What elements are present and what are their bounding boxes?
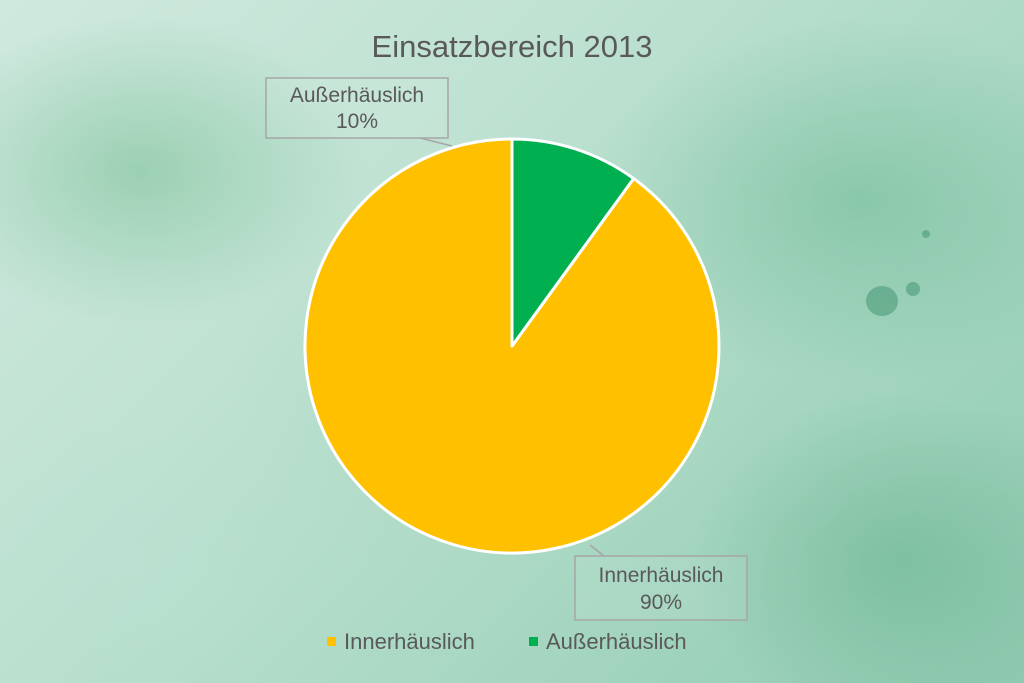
pie-slice-ausserhaeuslich [510, 137, 636, 348]
data-label-innerhaeuslich: Innerhäuslich 90% [574, 544, 748, 621]
leader-line [419, 137, 453, 147]
paint-blot [866, 286, 898, 316]
chart-title: Einsatzbereich 2013 [372, 29, 653, 64]
pie-slices [303, 137, 721, 555]
paint-blot [922, 230, 930, 238]
legend-label-innerhaeuslich: Innerhäuslich [344, 629, 475, 654]
leader-line [589, 544, 605, 557]
label-box [265, 77, 449, 139]
legend: Innerhäuslich Außerhäuslich [327, 629, 687, 654]
paint-blot [906, 282, 920, 296]
label-value: 10% [336, 110, 378, 133]
label-category: Außerhäuslich [290, 84, 424, 107]
label-value: 90% [640, 591, 682, 614]
legend-swatch-innerhaeuslich [327, 637, 336, 646]
label-box [574, 555, 748, 621]
legend-swatch-ausserhaeuslich [529, 637, 538, 646]
data-label-ausserhaeuslich: Außerhäuslich 10% [265, 77, 453, 147]
label-category: Innerhäuslich [599, 564, 724, 587]
legend-label-ausserhaeuslich: Außerhäuslich [546, 629, 687, 654]
